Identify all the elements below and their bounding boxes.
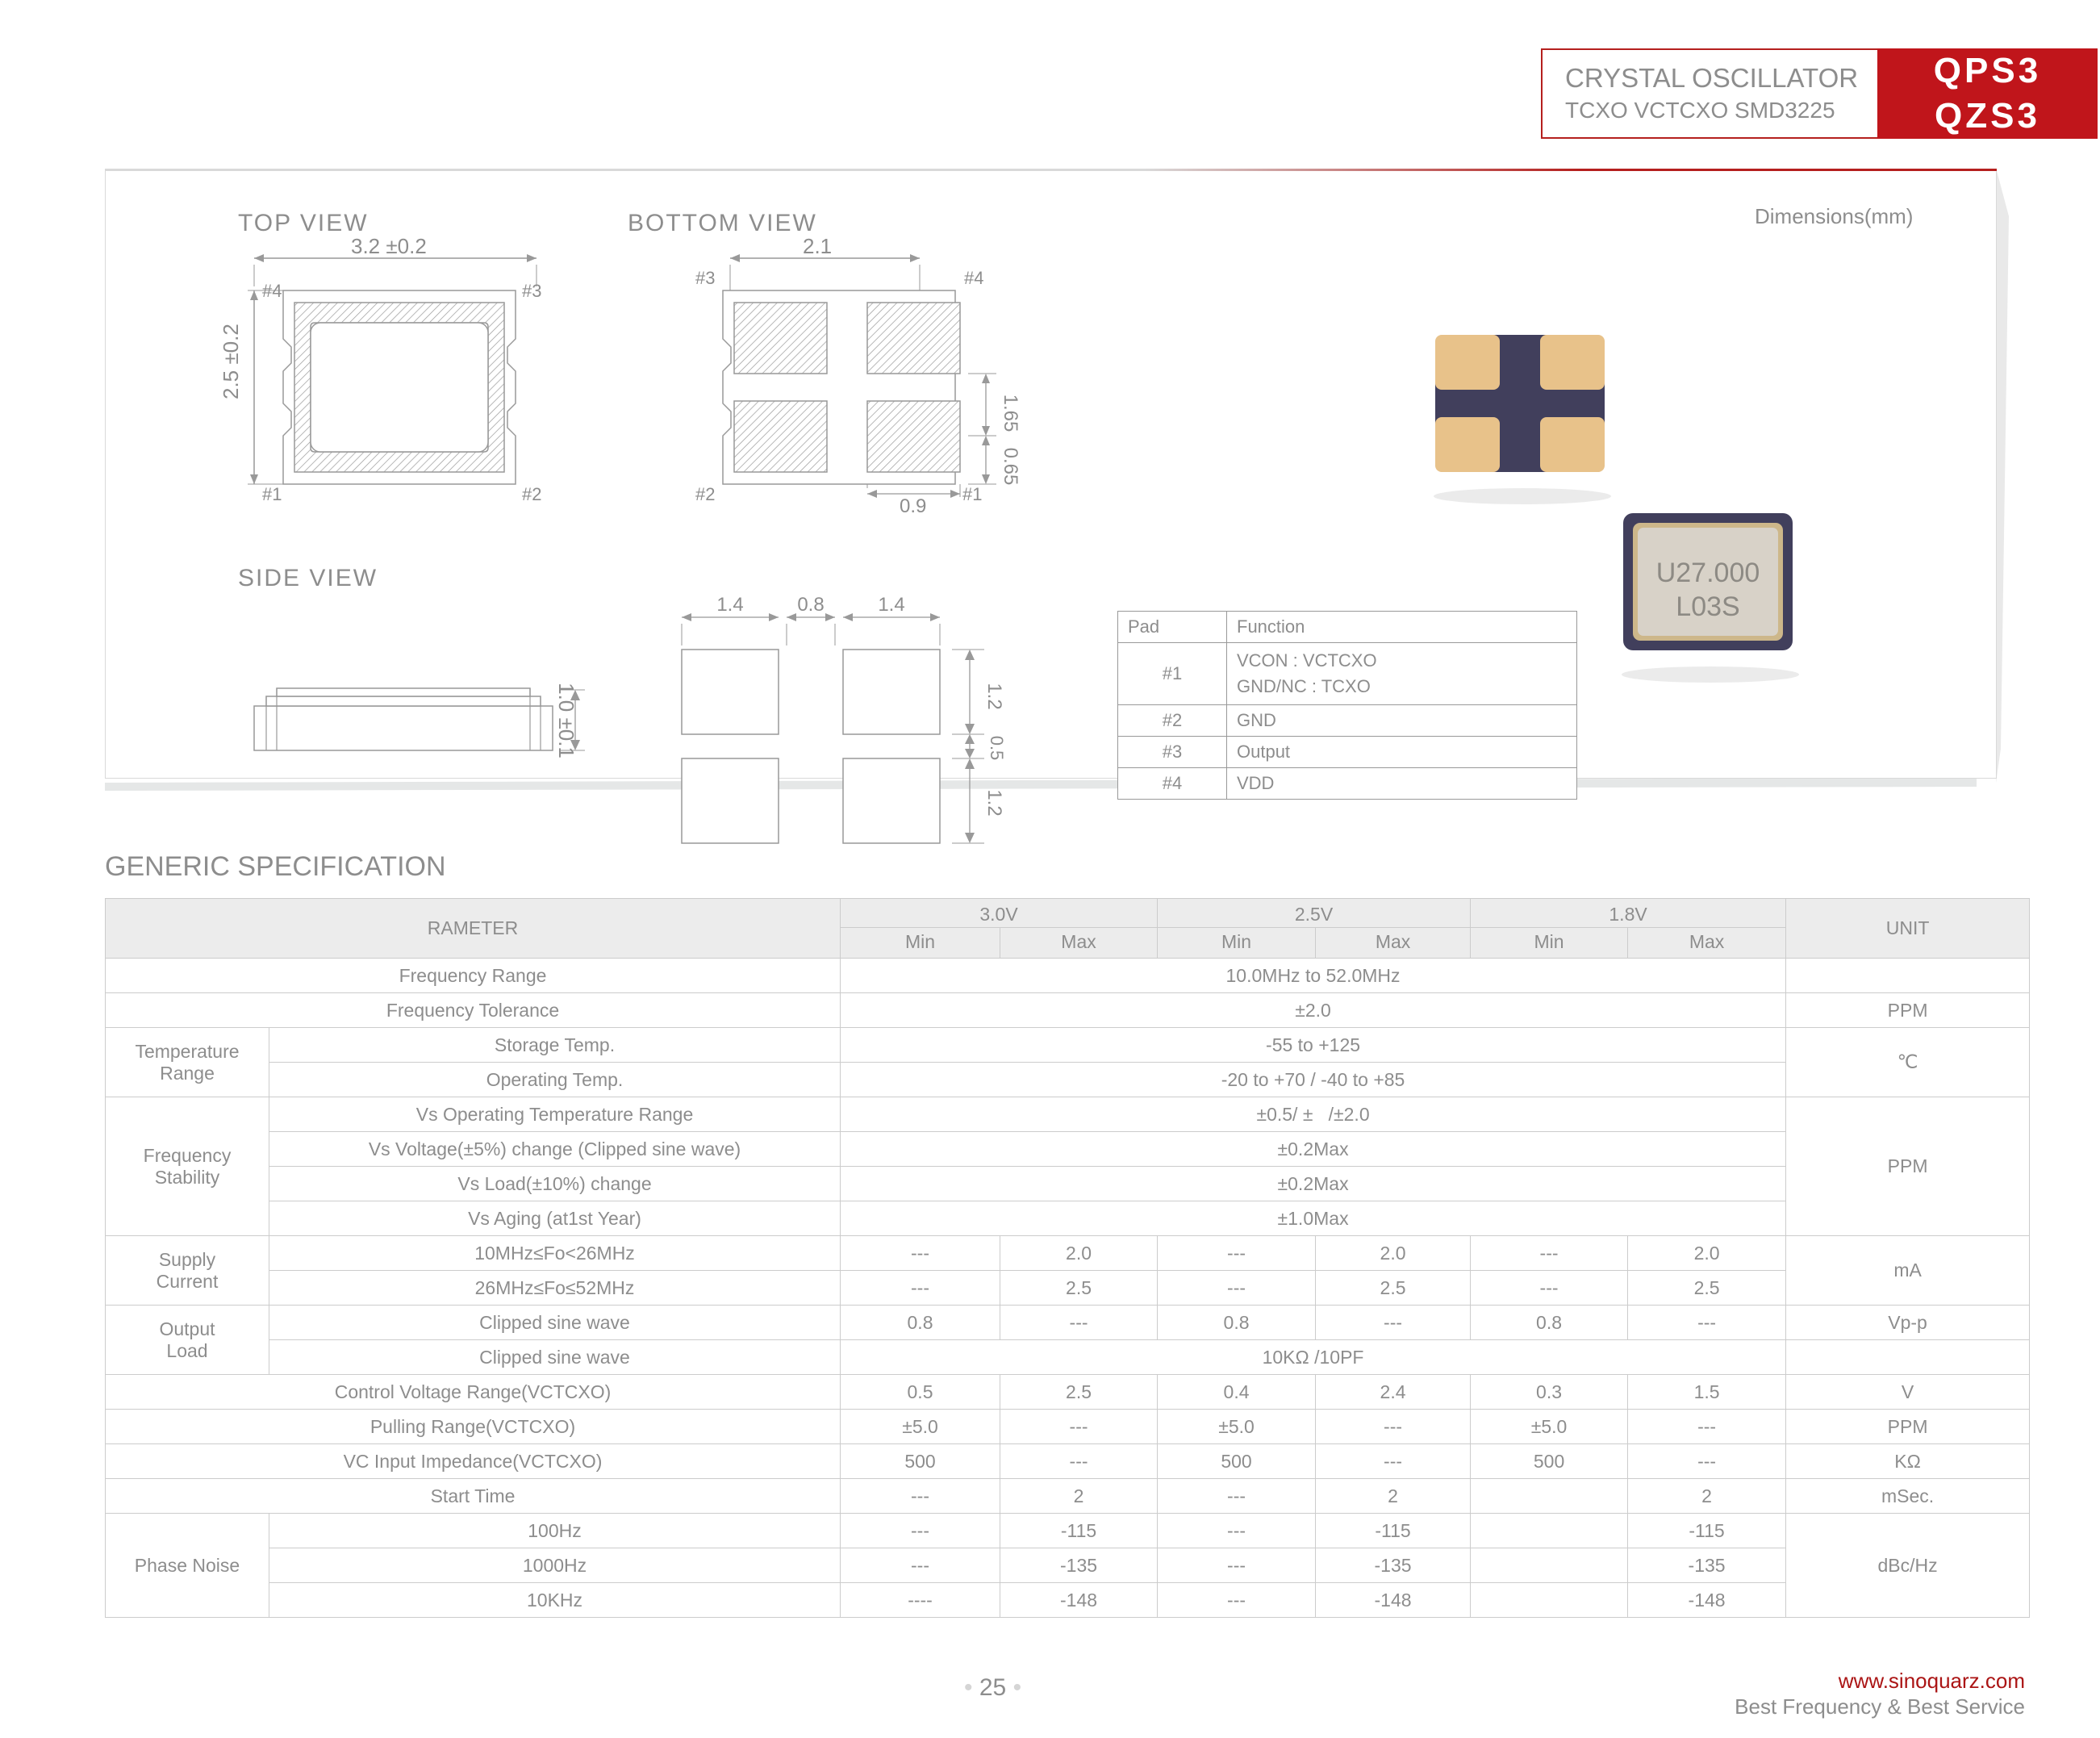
- svg-text:0.8: 0.8: [797, 594, 824, 616]
- svg-text:1.65: 1.65: [1000, 395, 1021, 432]
- svg-text:2.1: 2.1: [803, 234, 832, 258]
- svg-text:#4: #4: [262, 281, 282, 301]
- svg-text:#1: #1: [262, 484, 282, 504]
- svg-text:0.65: 0.65: [1000, 448, 1021, 486]
- svg-text:0.5: 0.5: [987, 736, 1007, 761]
- svg-text:L03S: L03S: [1676, 591, 1739, 622]
- svg-text:1.0 ±0.1: 1.0 ±0.1: [554, 683, 578, 758]
- svg-text:2.5 ±0.2: 2.5 ±0.2: [219, 324, 243, 399]
- svg-text:0.9: 0.9: [900, 495, 926, 517]
- svg-text:3.2 ±0.2: 3.2 ±0.2: [351, 234, 427, 258]
- svg-text:#3: #3: [695, 268, 715, 288]
- svg-text:#3: #3: [522, 281, 541, 301]
- svg-text:1.2: 1.2: [983, 789, 1005, 816]
- svg-text:#4: #4: [964, 268, 983, 288]
- svg-text:#2: #2: [522, 484, 541, 504]
- svg-text:#1: #1: [962, 484, 982, 504]
- svg-text:1.4: 1.4: [716, 594, 743, 616]
- svg-text:#2: #2: [695, 484, 715, 504]
- svg-text:U27.000: U27.000: [1656, 558, 1760, 588]
- svg-text:1.4: 1.4: [878, 594, 904, 616]
- svg-text:1.2: 1.2: [983, 683, 1005, 709]
